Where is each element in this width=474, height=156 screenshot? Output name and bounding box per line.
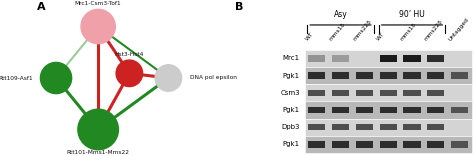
Bar [305, 136, 472, 153]
Bar [380, 107, 397, 113]
Bar [332, 124, 349, 130]
Text: WT: WT [304, 32, 314, 42]
Bar [427, 55, 445, 62]
Text: Pgk1: Pgk1 [283, 107, 300, 113]
Text: Mrc1: Mrc1 [283, 56, 300, 61]
Bar [451, 107, 468, 113]
Bar [332, 107, 349, 113]
Bar [305, 119, 472, 136]
Bar [332, 90, 349, 96]
Bar [308, 55, 325, 62]
Bar [305, 84, 472, 101]
Bar [427, 107, 445, 113]
Text: mms1δ: mms1δ [400, 22, 418, 42]
Text: WT: WT [376, 32, 386, 42]
Bar [380, 90, 397, 96]
Bar [403, 55, 420, 62]
Bar [308, 107, 325, 113]
Bar [380, 141, 397, 148]
Bar [356, 141, 373, 148]
Bar [356, 124, 373, 130]
Text: Untagged: Untagged [447, 17, 470, 42]
Text: mms22δ: mms22δ [424, 19, 444, 42]
Bar [308, 141, 325, 148]
Bar [308, 72, 325, 79]
Text: Asy: Asy [334, 10, 347, 19]
Text: Csm3: Csm3 [280, 90, 300, 96]
Bar [308, 90, 325, 96]
Text: Dpb3: Dpb3 [282, 124, 300, 130]
Bar [308, 124, 325, 130]
Bar [356, 72, 373, 79]
Circle shape [40, 62, 72, 94]
Circle shape [81, 9, 115, 44]
Text: DNA pol epsilon: DNA pol epsilon [190, 76, 237, 80]
Bar [305, 67, 472, 84]
Bar [427, 124, 445, 130]
Bar [403, 90, 420, 96]
Bar [451, 141, 468, 148]
Bar [332, 72, 349, 79]
Text: Mrc1-Csm3-Tof1: Mrc1-Csm3-Tof1 [75, 1, 121, 6]
Bar [427, 72, 445, 79]
Text: Hst3-Hst4: Hst3-Hst4 [115, 52, 144, 57]
Text: mms22δ: mms22δ [352, 19, 373, 42]
Bar [403, 124, 420, 130]
Bar [332, 55, 349, 62]
Bar [305, 50, 472, 67]
Text: A: A [37, 2, 46, 12]
Text: Rtt109-Asf1: Rtt109-Asf1 [0, 76, 33, 80]
Bar [380, 55, 397, 62]
Circle shape [78, 109, 118, 150]
Circle shape [155, 65, 182, 91]
Bar [403, 107, 420, 113]
Text: B: B [235, 2, 243, 12]
Bar [356, 107, 373, 113]
Text: Rtt101-Mms1-Mms22: Rtt101-Mms1-Mms22 [67, 150, 130, 155]
Bar [403, 141, 420, 148]
Bar [403, 72, 420, 79]
Bar [332, 141, 349, 148]
Text: Pgk1: Pgk1 [283, 73, 300, 79]
Bar [380, 124, 397, 130]
Bar [356, 90, 373, 96]
Bar [305, 101, 472, 119]
Circle shape [116, 60, 143, 87]
Text: mms1δ: mms1δ [328, 22, 346, 42]
Bar [427, 90, 445, 96]
Bar [451, 72, 468, 79]
Text: Pgk1: Pgk1 [283, 141, 300, 147]
Text: 90’ HU: 90’ HU [399, 10, 425, 19]
Bar [427, 141, 445, 148]
Bar [380, 72, 397, 79]
